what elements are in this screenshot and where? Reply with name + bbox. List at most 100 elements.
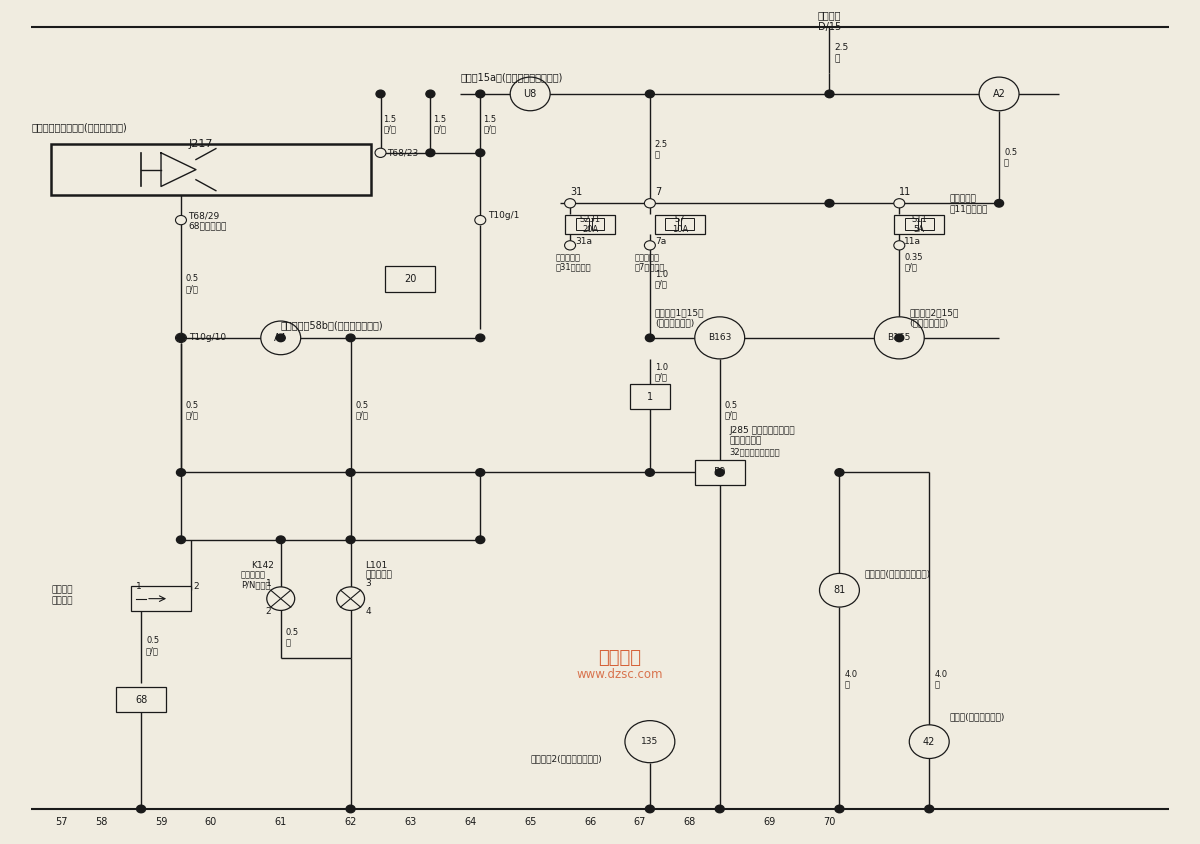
- Bar: [131, 586, 191, 611]
- Circle shape: [510, 77, 550, 111]
- Text: K142: K142: [251, 560, 274, 570]
- Text: 棕/蓝: 棕/蓝: [355, 411, 368, 419]
- Text: 棕/蓝: 棕/蓝: [186, 284, 199, 294]
- Text: www.dzsc.com: www.dzsc.com: [577, 668, 664, 681]
- Bar: [630, 384, 670, 409]
- Text: B163: B163: [708, 333, 732, 343]
- Text: 31: 31: [570, 187, 582, 197]
- Text: 68端子连接器: 68端子连接器: [188, 221, 227, 230]
- Text: 1.5: 1.5: [433, 115, 446, 124]
- Circle shape: [894, 241, 905, 250]
- Text: 自动变速器电控单元(在流水槽中部): 自动变速器电控单元(在流水槽中部): [31, 122, 127, 133]
- Circle shape: [715, 468, 725, 476]
- Text: 止电磁阀: 止电磁阀: [52, 596, 73, 605]
- Circle shape: [475, 90, 485, 98]
- Text: S11
5A: S11 5A: [911, 214, 928, 234]
- Circle shape: [475, 149, 485, 157]
- Text: J217: J217: [188, 139, 214, 149]
- Text: S7
10A: S7 10A: [672, 214, 688, 234]
- Text: 68: 68: [684, 817, 696, 826]
- Text: 63: 63: [404, 817, 416, 826]
- Text: S231
20A: S231 20A: [580, 214, 600, 234]
- Text: 4.0: 4.0: [845, 670, 858, 679]
- Circle shape: [376, 149, 385, 157]
- Text: 接地连接(在仪表板线束内): 接地连接(在仪表板线束内): [864, 569, 930, 578]
- Text: 66: 66: [584, 817, 596, 826]
- Circle shape: [646, 468, 654, 476]
- Circle shape: [824, 199, 834, 207]
- Circle shape: [625, 721, 674, 763]
- Text: (在车内线束内): (在车内线束内): [910, 318, 948, 327]
- Text: 变速杆位置: 变速杆位置: [241, 571, 266, 580]
- Circle shape: [376, 149, 386, 158]
- Circle shape: [995, 199, 1003, 207]
- Text: 0.5: 0.5: [1004, 149, 1018, 157]
- Bar: [592, 219, 605, 230]
- Text: T10g/10: T10g/10: [188, 333, 226, 343]
- Text: T10g/1: T10g/1: [488, 211, 520, 220]
- Circle shape: [376, 90, 385, 98]
- Text: 32端子连接器，蓝色: 32端子连接器，蓝色: [730, 447, 780, 456]
- Circle shape: [646, 334, 654, 342]
- Text: 59: 59: [714, 468, 726, 478]
- Text: 57: 57: [55, 817, 67, 826]
- Text: 1: 1: [265, 579, 271, 588]
- Text: B165: B165: [888, 333, 911, 343]
- Bar: [894, 214, 944, 234]
- Text: J285 带显示器电控单元: J285 带显示器电控单元: [730, 426, 796, 435]
- Circle shape: [695, 316, 745, 359]
- Circle shape: [979, 77, 1019, 111]
- Circle shape: [820, 573, 859, 607]
- Circle shape: [346, 536, 355, 544]
- Text: 0.5: 0.5: [355, 401, 368, 409]
- Text: 0.5: 0.5: [725, 401, 738, 409]
- Text: 棕: 棕: [935, 680, 940, 689]
- Circle shape: [894, 198, 905, 208]
- Text: 正极连接1（15）: 正极连接1（15）: [655, 308, 704, 317]
- Text: 1.0: 1.0: [655, 270, 668, 279]
- Circle shape: [824, 90, 834, 98]
- Bar: [920, 219, 934, 230]
- Circle shape: [646, 90, 654, 98]
- Text: 黒/绿: 黒/绿: [484, 125, 496, 133]
- Text: 7a: 7a: [655, 236, 666, 246]
- Circle shape: [346, 468, 355, 476]
- Text: 熔断器支架: 熔断器支架: [949, 195, 976, 203]
- Text: 黒/绿: 黒/绿: [384, 125, 396, 133]
- Text: 20: 20: [404, 274, 416, 284]
- Text: T68/23: T68/23: [388, 149, 419, 157]
- Text: 1.5: 1.5: [384, 115, 397, 124]
- Text: 4: 4: [366, 607, 371, 616]
- Circle shape: [426, 149, 434, 157]
- Circle shape: [925, 805, 934, 813]
- Text: 2.5: 2.5: [834, 43, 848, 52]
- Text: 2: 2: [193, 582, 198, 591]
- Circle shape: [175, 333, 186, 343]
- Text: 31a: 31a: [575, 236, 592, 246]
- Circle shape: [715, 805, 725, 813]
- Text: 11: 11: [899, 187, 912, 197]
- Bar: [576, 219, 588, 230]
- Text: 4.0: 4.0: [935, 670, 947, 679]
- Bar: [695, 460, 745, 485]
- Text: 65: 65: [524, 817, 536, 826]
- Text: 熔断器支架: 熔断器支架: [635, 253, 660, 262]
- Circle shape: [276, 536, 286, 544]
- Text: 上11号熔断器: 上11号熔断器: [949, 205, 988, 214]
- Circle shape: [910, 725, 949, 759]
- Text: 42: 42: [923, 737, 936, 747]
- Text: 11a: 11a: [905, 236, 922, 246]
- Circle shape: [346, 334, 355, 342]
- Text: P/N警告灯: P/N警告灯: [241, 581, 270, 590]
- Text: 135: 135: [641, 737, 659, 746]
- Text: 58: 58: [95, 817, 107, 826]
- Text: (在车内线束内): (在车内线束内): [655, 318, 694, 327]
- Text: 黒/紫: 黒/紫: [905, 262, 917, 272]
- Circle shape: [646, 199, 654, 207]
- Text: 7: 7: [655, 187, 661, 197]
- Circle shape: [875, 316, 924, 359]
- Bar: [682, 219, 695, 230]
- Circle shape: [176, 468, 186, 476]
- Circle shape: [346, 805, 355, 813]
- Circle shape: [337, 587, 365, 610]
